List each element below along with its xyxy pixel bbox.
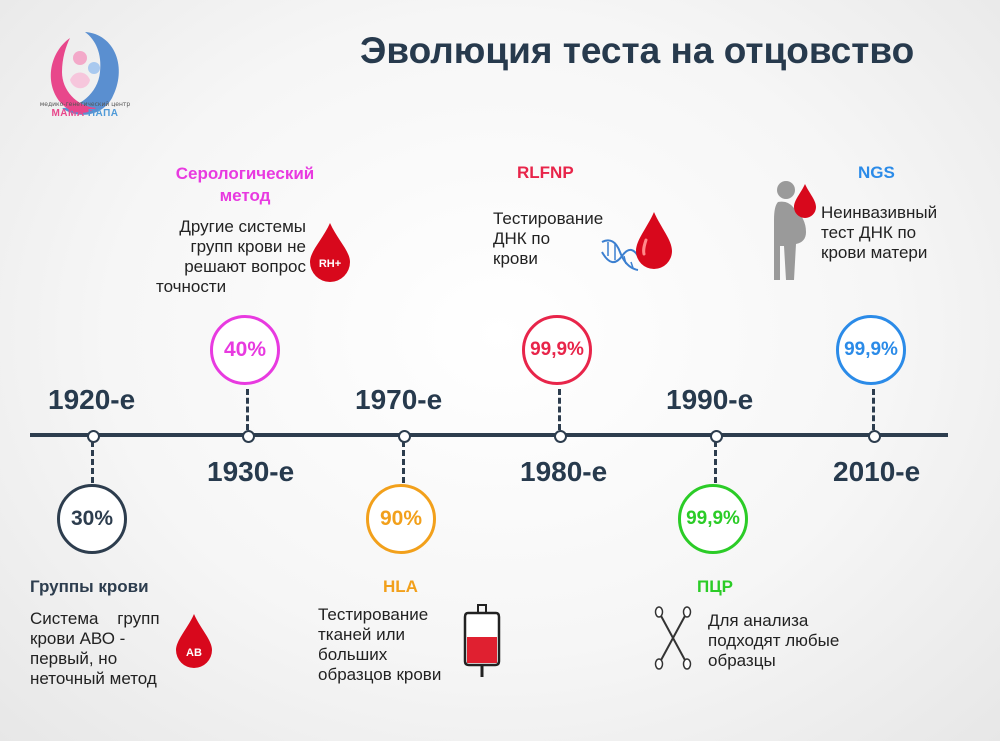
method-rlfnp: RLFNP <box>517 163 574 182</box>
blood-drop-ab-icon: AB <box>176 614 212 668</box>
description-line: подходят любые <box>708 631 840 650</box>
description-line: крови матери <box>821 243 928 262</box>
description-line: крови АВО - <box>30 629 126 648</box>
method-serological-line-2: метод <box>219 186 271 205</box>
year-2010: 2010-е <box>833 456 921 487</box>
method-serological: Серологический метод <box>150 163 340 207</box>
description-line: Тестирование <box>493 209 604 228</box>
timeline-node-1930 <box>242 430 255 443</box>
connector-1930 <box>246 389 249 430</box>
connector-1920 <box>91 441 94 483</box>
method-serological-line-1: Серологический <box>175 164 315 183</box>
percent-badge-1990: 99,9% <box>678 484 748 554</box>
description-line: тест ДНК по <box>821 223 917 242</box>
description-line: групп крови не <box>190 237 306 256</box>
description-hla: Тестирование тканей или больших образцов… <box>318 605 468 685</box>
description-line: точности <box>156 277 227 296</box>
description-rlfnp: Тестирование ДНК по крови <box>493 209 623 269</box>
logo-brand-mama: МАМА <box>51 108 85 119</box>
description-line: образцы <box>708 651 776 670</box>
description-line: Другие системы <box>179 217 306 236</box>
description-line: крови <box>493 249 538 268</box>
description-line: Тестирование <box>318 605 429 624</box>
description-line: тканей или <box>318 625 406 644</box>
logo-brand-papa: ПАПА <box>87 108 119 119</box>
timeline-node-1980 <box>554 430 567 443</box>
description-line: Для анализа <box>708 611 809 630</box>
logo-icon <box>50 32 119 115</box>
year-1930: 1930-е <box>207 456 295 487</box>
description-line: первый, но <box>30 649 118 668</box>
description-line: больших <box>318 645 388 664</box>
percent-badge-1920: 30% <box>57 484 127 554</box>
description-line: Неинвазивный <box>821 203 938 222</box>
pregnant-woman-icon <box>774 181 816 280</box>
year-1920: 1920-е <box>48 384 136 415</box>
blood-drop-rh-label: RH+ <box>319 258 341 270</box>
description-ngs: Неинвазивный тест ДНК по крови матери <box>821 203 971 263</box>
description-line: решают вопрос <box>184 257 306 276</box>
connector-2010 <box>872 389 875 430</box>
method-ngs: NGS <box>858 163 895 182</box>
description-line: Система групп <box>30 609 160 628</box>
description-serological: Другие системы групп крови не решают воп… <box>156 217 306 297</box>
year-1970: 1970-е <box>355 384 443 415</box>
description-line: ДНК по <box>493 229 551 248</box>
timeline-line <box>30 433 948 437</box>
year-1990: 1990-е <box>666 384 754 415</box>
logo-brand: МАМА ПАПА <box>30 108 140 119</box>
connector-1980 <box>558 389 561 430</box>
dna-blood-drop-icon <box>601 212 672 271</box>
method-hla: HLA <box>383 577 418 596</box>
blood-drop-rh-icon: RH+ <box>310 223 350 282</box>
blood-drop-ab-label: AB <box>186 647 202 659</box>
timeline-node-2010 <box>868 430 881 443</box>
connector-1990 <box>714 441 717 483</box>
year-1980: 1980-е <box>520 456 608 487</box>
percent-badge-2010: 99,9% <box>836 315 906 385</box>
method-pcr: ПЦР <box>697 577 733 596</box>
percent-badge-1970: 90% <box>366 484 436 554</box>
description-pcr: Для анализа подходят любые образцы <box>708 611 868 671</box>
percent-badge-1930: 40% <box>210 315 280 385</box>
description-line: неточный метод <box>30 669 157 688</box>
cotton-swab-icon <box>654 606 692 670</box>
connector-1970 <box>402 441 405 483</box>
percent-badge-1980: 99,9% <box>522 315 592 385</box>
description-blood-groups: Система групп крови АВО - первый, но нет… <box>30 609 175 689</box>
page-title: Эволюция теста на отцовство <box>360 30 915 71</box>
logo-subtitle: медико-генетический центр <box>39 101 131 108</box>
description-line: образцов крови <box>318 665 442 684</box>
method-blood-groups: Группы крови <box>30 577 149 596</box>
blood-bag-icon <box>463 604 501 677</box>
